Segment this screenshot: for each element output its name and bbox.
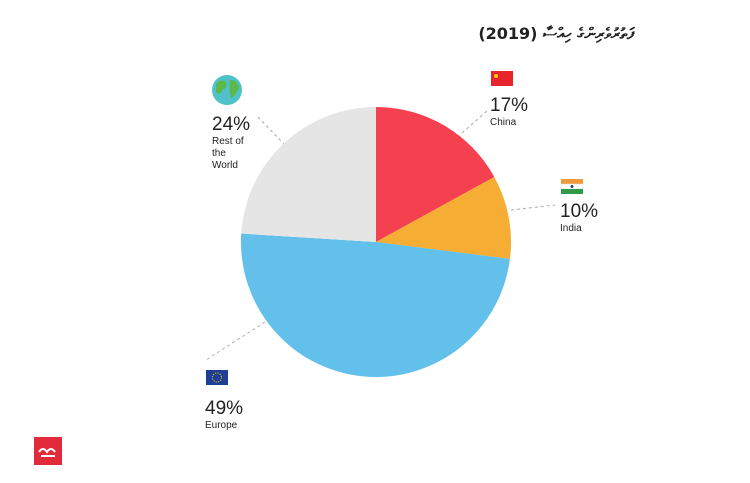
- leader-line: [461, 109, 489, 134]
- category-label: Europe: [205, 420, 238, 431]
- value-label: 10%: [560, 201, 599, 222]
- pie-slice: [376, 107, 495, 242]
- value-label: 17%: [490, 95, 529, 116]
- leader-line: [255, 114, 286, 146]
- eu-flag: [206, 370, 228, 385]
- category-label: China: [490, 117, 517, 128]
- china-flag: [491, 71, 513, 86]
- pie-slice: [376, 176, 511, 259]
- category-label: Rest of the World: [212, 136, 244, 171]
- category-label: India: [560, 223, 582, 234]
- leader-line: [205, 321, 266, 361]
- leader-lines: [205, 109, 556, 361]
- globe-icon: [212, 75, 242, 105]
- pie-slice: [240, 233, 510, 378]
- value-label: 49%: [205, 398, 244, 419]
- pie-slice: [241, 107, 376, 242]
- india-flag: [560, 179, 584, 194]
- logo: [34, 437, 62, 465]
- value-label: 24%: [212, 114, 251, 135]
- chart-title: ފަތުރުވެރިންގެ ހިއްސާ (2019): [478, 24, 634, 43]
- leader-line: [510, 204, 556, 211]
